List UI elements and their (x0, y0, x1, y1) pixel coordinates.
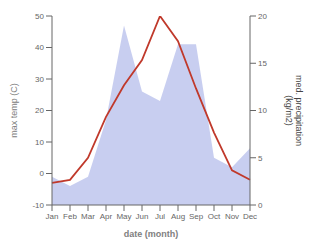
svg-text:Aug: Aug (171, 212, 185, 221)
svg-text:30: 30 (35, 75, 44, 84)
svg-text:Apr: Apr (100, 212, 113, 221)
svg-text:50: 50 (35, 12, 44, 21)
svg-text:date (month): date (month) (124, 229, 179, 239)
svg-text:Sep: Sep (189, 212, 204, 221)
svg-text:0: 0 (40, 169, 45, 178)
svg-text:Jun: Jun (136, 212, 149, 221)
svg-text:Nov: Nov (225, 212, 239, 221)
svg-text:May: May (116, 212, 131, 221)
svg-text:40: 40 (35, 43, 44, 52)
svg-text:Jul: Jul (155, 212, 165, 221)
svg-text:Feb: Feb (63, 212, 77, 221)
svg-text:max temp (C): max temp (C) (9, 83, 19, 138)
svg-text:med. precipitation(kg/m2): med. precipitation(kg/m2) (284, 75, 304, 146)
svg-text:20: 20 (258, 12, 267, 21)
svg-text:20: 20 (35, 106, 44, 115)
svg-text:Dec: Dec (243, 212, 257, 221)
svg-text:Mar: Mar (81, 212, 95, 221)
svg-text:Jan: Jan (46, 212, 59, 221)
svg-text:5: 5 (258, 154, 263, 163)
svg-text:10: 10 (35, 138, 44, 147)
svg-text:0: 0 (258, 201, 263, 210)
svg-text:Oct: Oct (208, 212, 221, 221)
svg-text:-10: -10 (32, 201, 44, 210)
svg-text:10: 10 (258, 106, 267, 115)
svg-text:15: 15 (258, 59, 267, 68)
